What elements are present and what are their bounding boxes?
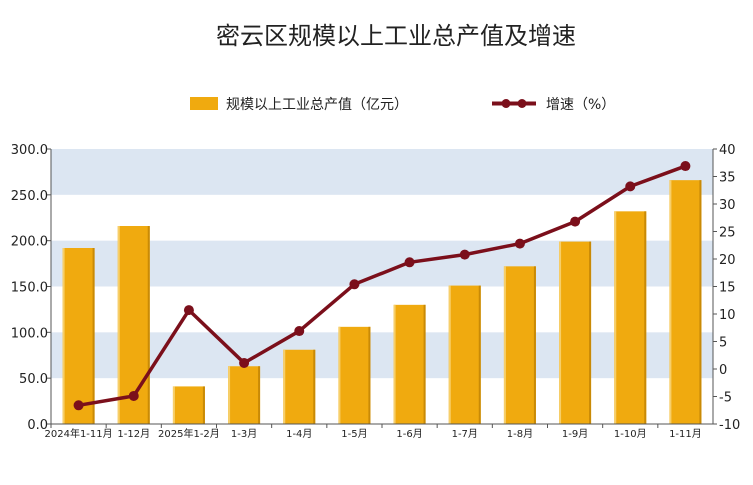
right-tick-label-10: 40 [719,143,736,158]
bar-9 [559,241,592,424]
bar-7 [448,285,481,424]
bar-highlight-7 [448,285,451,424]
bar-shade-3 [258,366,261,424]
bar-highlight-4 [283,349,286,424]
bar-highlight-2 [172,386,175,424]
legend: 规模以上工业总产值（亿元） 增速（%） [190,97,615,113]
bar-shade-7 [478,285,481,424]
growth-point-7 [459,249,470,260]
right-tick-label-6: 20 [719,253,736,268]
x-tick-label-8: 1-8月 [507,428,533,440]
growth-point-11 [680,161,691,172]
x-tick-label-11: 1-11月 [669,428,702,440]
growth-point-4 [294,326,305,337]
x-tick-label-7: 1-7月 [452,428,478,440]
bar-shade-4 [313,349,316,424]
bar-highlight-9 [559,241,562,424]
right-tick-label-4: 10 [719,308,736,323]
x-tick-label-5: 1-5月 [341,428,367,440]
band-3 [51,240,713,287]
x-axis-ticks: 2024年1-11月 1-12月 2025年1-2月 1-3月 1-4月 1-5月 1-6月… [45,424,702,440]
x-tick-label-4: 1-4月 [286,428,312,440]
growth-polyline [78,164,687,408]
bar-shade-11 [699,180,702,424]
right-tick-label-7: 25 [719,226,736,241]
bar-highlight-10 [614,211,617,424]
bar-shade-9 [589,241,592,424]
right-tick-label-8: 30 [719,198,736,213]
bar-5 [338,326,371,424]
legend-label-line: 增速（%） [546,97,615,113]
bar-highlight-8 [503,266,506,424]
bar-11 [669,180,702,424]
left-tick-label-1: 50.0 [19,372,48,387]
bar-shade-1 [147,226,150,424]
legend-swatch-marker-1 [501,99,511,108]
bar-highlight-6 [393,304,396,424]
bar-highlight-11 [669,180,672,424]
left-axis-ticks: 0.0 50.0 100.0 150.0 200.0 250.0 300.0 [11,143,51,433]
growth-point-9 [570,216,581,227]
growth-point-1 [128,390,139,401]
right-tick-label-2: 0 [719,363,727,378]
growth-point-10 [625,181,636,192]
bar-highlight-3 [228,366,231,424]
bar-highlight-5 [338,326,341,424]
growth-point-2 [183,305,194,316]
left-tick-label-2: 100.0 [11,326,48,341]
bars [62,180,702,424]
left-tick-label-6: 300.0 [11,143,48,158]
right-axis-ticks: -10 -5 0 5 10 15 20 25 30 35 40 [713,143,740,433]
legend-label-bar: 规模以上工业总产值（亿元） [226,97,408,113]
bar-10 [614,211,647,424]
left-tick-label-3: 150.0 [11,281,48,296]
growth-point-5 [349,279,360,290]
x-tick-label-0: 2024年1-11月 [45,427,113,440]
growth-point-0 [73,400,84,411]
bar-0 [62,248,95,424]
right-tick-label-3: 5 [719,336,727,351]
bar-highlight-1 [117,226,120,424]
x-tick-label-10: 1-10月 [614,428,647,440]
legend-swatch-bar [190,97,218,110]
bar-shade-0 [92,248,95,424]
left-tick-label-5: 250.0 [11,189,48,204]
growth-point-3 [239,357,250,368]
right-tick-label-5: 15 [719,281,736,296]
right-tick-label-9: 35 [719,171,736,186]
bar-shade-6 [423,304,426,424]
right-tick-label-1: -5 [719,391,732,406]
right-tick-label-0: -10 [719,418,740,433]
band-5 [51,149,713,195]
bar-shade-8 [533,266,536,424]
growth-point-6 [404,257,415,268]
bar-highlight-0 [62,248,65,424]
x-tick-label-9: 1-9月 [562,428,588,440]
legend-swatch-marker-2 [517,99,527,108]
bar-4 [283,349,316,424]
bar-shade-10 [644,211,647,424]
bar-shade-5 [368,326,371,424]
x-tick-label-2: 2025年1-2月 [158,427,220,440]
growth-point-8 [514,238,525,249]
bar-6 [393,304,426,424]
bar-2 [172,386,205,424]
growth-line [73,161,691,411]
x-tick-label-1: 1-12月 [117,428,150,440]
bar-3 [228,366,261,424]
bar-8 [503,266,536,424]
chart-title: 密云区规模以上工业总产值及增速 [216,22,576,50]
x-tick-label-6: 1-6月 [396,428,422,440]
bar-shade-2 [202,386,205,424]
left-tick-label-4: 200.0 [11,235,48,250]
left-tick-label-0: 0.0 [27,418,48,433]
x-tick-label-3: 1-3月 [231,428,257,440]
background-bands [51,149,713,379]
